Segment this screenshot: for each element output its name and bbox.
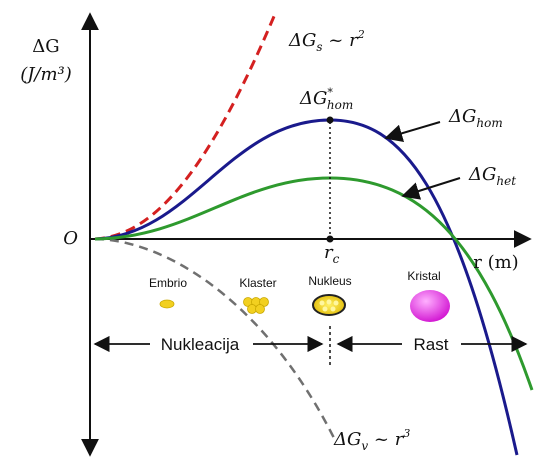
stage-label-embryo: Embrio: [149, 276, 187, 290]
barrier-peak-label: ΔG* hom: [299, 86, 353, 112]
stage-label-crystal: Kristal: [407, 269, 440, 283]
phase-label-nucleation: Nukleacija: [161, 335, 240, 354]
embryo-particle: [159, 299, 175, 309]
surface-term-label: ΔGs ~ r2: [288, 28, 365, 54]
phase-label-growth: Rast: [414, 335, 449, 354]
volume-term-label: ΔGv ~ r3: [333, 427, 410, 453]
heterogeneous-curve-label: ΔGhet: [468, 164, 516, 188]
critical-radius-dot: [326, 235, 334, 243]
y-axis-label: ΔG: [32, 36, 59, 57]
critical-radius-label: rc: [324, 242, 340, 266]
homogeneous-curve: [94, 118, 519, 456]
barrier-peak-dot: [326, 116, 334, 124]
origin-label: O: [63, 228, 78, 249]
homogeneous-pointer-arrow: [384, 121, 441, 143]
homogeneous-curve-label: ΔGhom: [448, 106, 503, 130]
stage-label-cluster: Klaster: [239, 276, 276, 290]
stage-label-nucleus: Nukleus: [308, 274, 351, 288]
x-axis-label: r (m): [473, 252, 518, 273]
heterogeneous-pointer-arrow: [401, 177, 461, 200]
y-axis-unit: (J/m³): [20, 64, 72, 85]
surface-energy-curve: [94, 13, 277, 241]
cluster-particle: [243, 297, 269, 314]
crystal-particle: [410, 290, 450, 322]
nucleus-particle: [312, 294, 346, 316]
